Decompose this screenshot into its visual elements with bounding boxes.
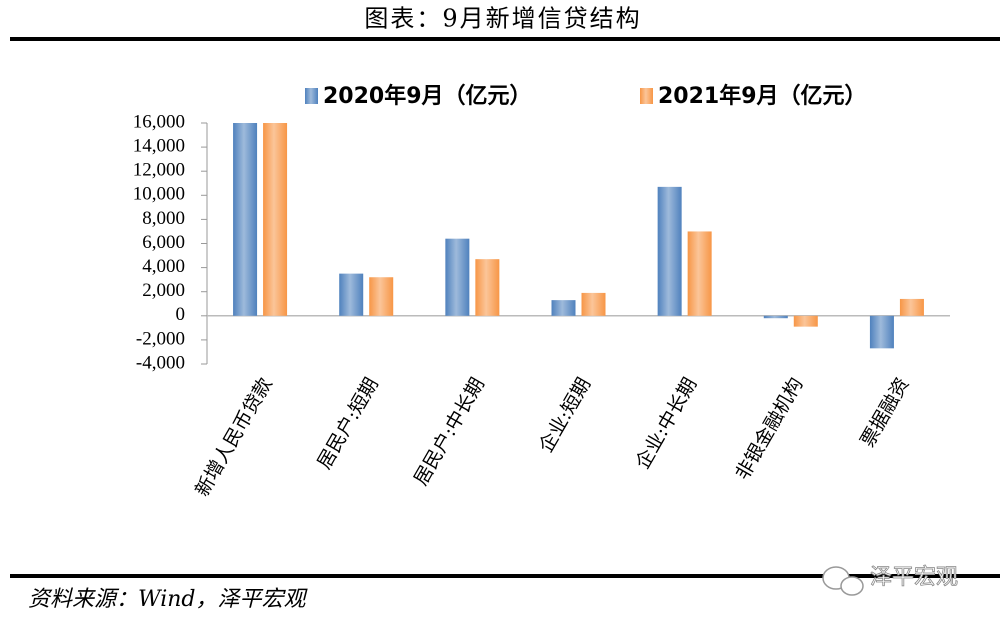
bar: [369, 277, 394, 316]
legend-label: 2020年9月（亿元）: [323, 83, 532, 109]
legend-label: 2021年9月（亿元）: [658, 83, 867, 109]
bar: [581, 292, 606, 316]
bar: [899, 298, 924, 316]
bar: [551, 300, 576, 316]
bar: [445, 238, 470, 316]
chart-title: 图表：9月新增信贷结构: [364, 5, 641, 33]
bar: [657, 186, 682, 316]
title-rule: [10, 37, 1000, 41]
y-tick-label: 16,000: [133, 111, 185, 132]
legend-swatch: [640, 88, 653, 104]
y-tick-label: 10,000: [133, 184, 185, 205]
y-tick-label: 6,000: [142, 232, 185, 253]
y-tick-label: 4,000: [142, 256, 185, 277]
y-tick-label: -4,000: [136, 352, 185, 373]
x-tick-label: 企业:中长期: [632, 374, 702, 473]
y-tick-label: 14,000: [133, 135, 185, 156]
footer-rule: [10, 574, 1000, 578]
watermark-icon: [822, 566, 864, 596]
x-tick-label: 居民户:中长期: [410, 374, 489, 489]
x-tick-label: 票据融资: [857, 374, 914, 451]
legend-swatch: [305, 88, 318, 104]
y-tick-label: -2,000: [136, 328, 185, 349]
bar: [869, 315, 894, 349]
source: 资料来源：Wind，泽平宏观: [28, 587, 309, 612]
y-tick-label: 2,000: [142, 280, 185, 301]
y-tick-label: 12,000: [133, 160, 185, 181]
watermark: 泽平宏观: [870, 565, 958, 590]
x-tick-label: 居民户:短期: [313, 374, 383, 473]
x-tick-label: 新增人民币贷款: [191, 374, 277, 500]
x-tick-label: 企业:短期: [535, 374, 595, 456]
bar: [339, 273, 364, 316]
y-tick-label: 0: [176, 304, 186, 325]
x-tick-label: 非银金融机构: [731, 374, 807, 484]
y-tick-label: 8,000: [142, 208, 185, 229]
bar: [687, 231, 712, 316]
bar: [263, 123, 288, 316]
bar: [763, 315, 788, 319]
bar: [233, 123, 258, 316]
bar: [475, 259, 500, 316]
bar: [793, 315, 818, 327]
